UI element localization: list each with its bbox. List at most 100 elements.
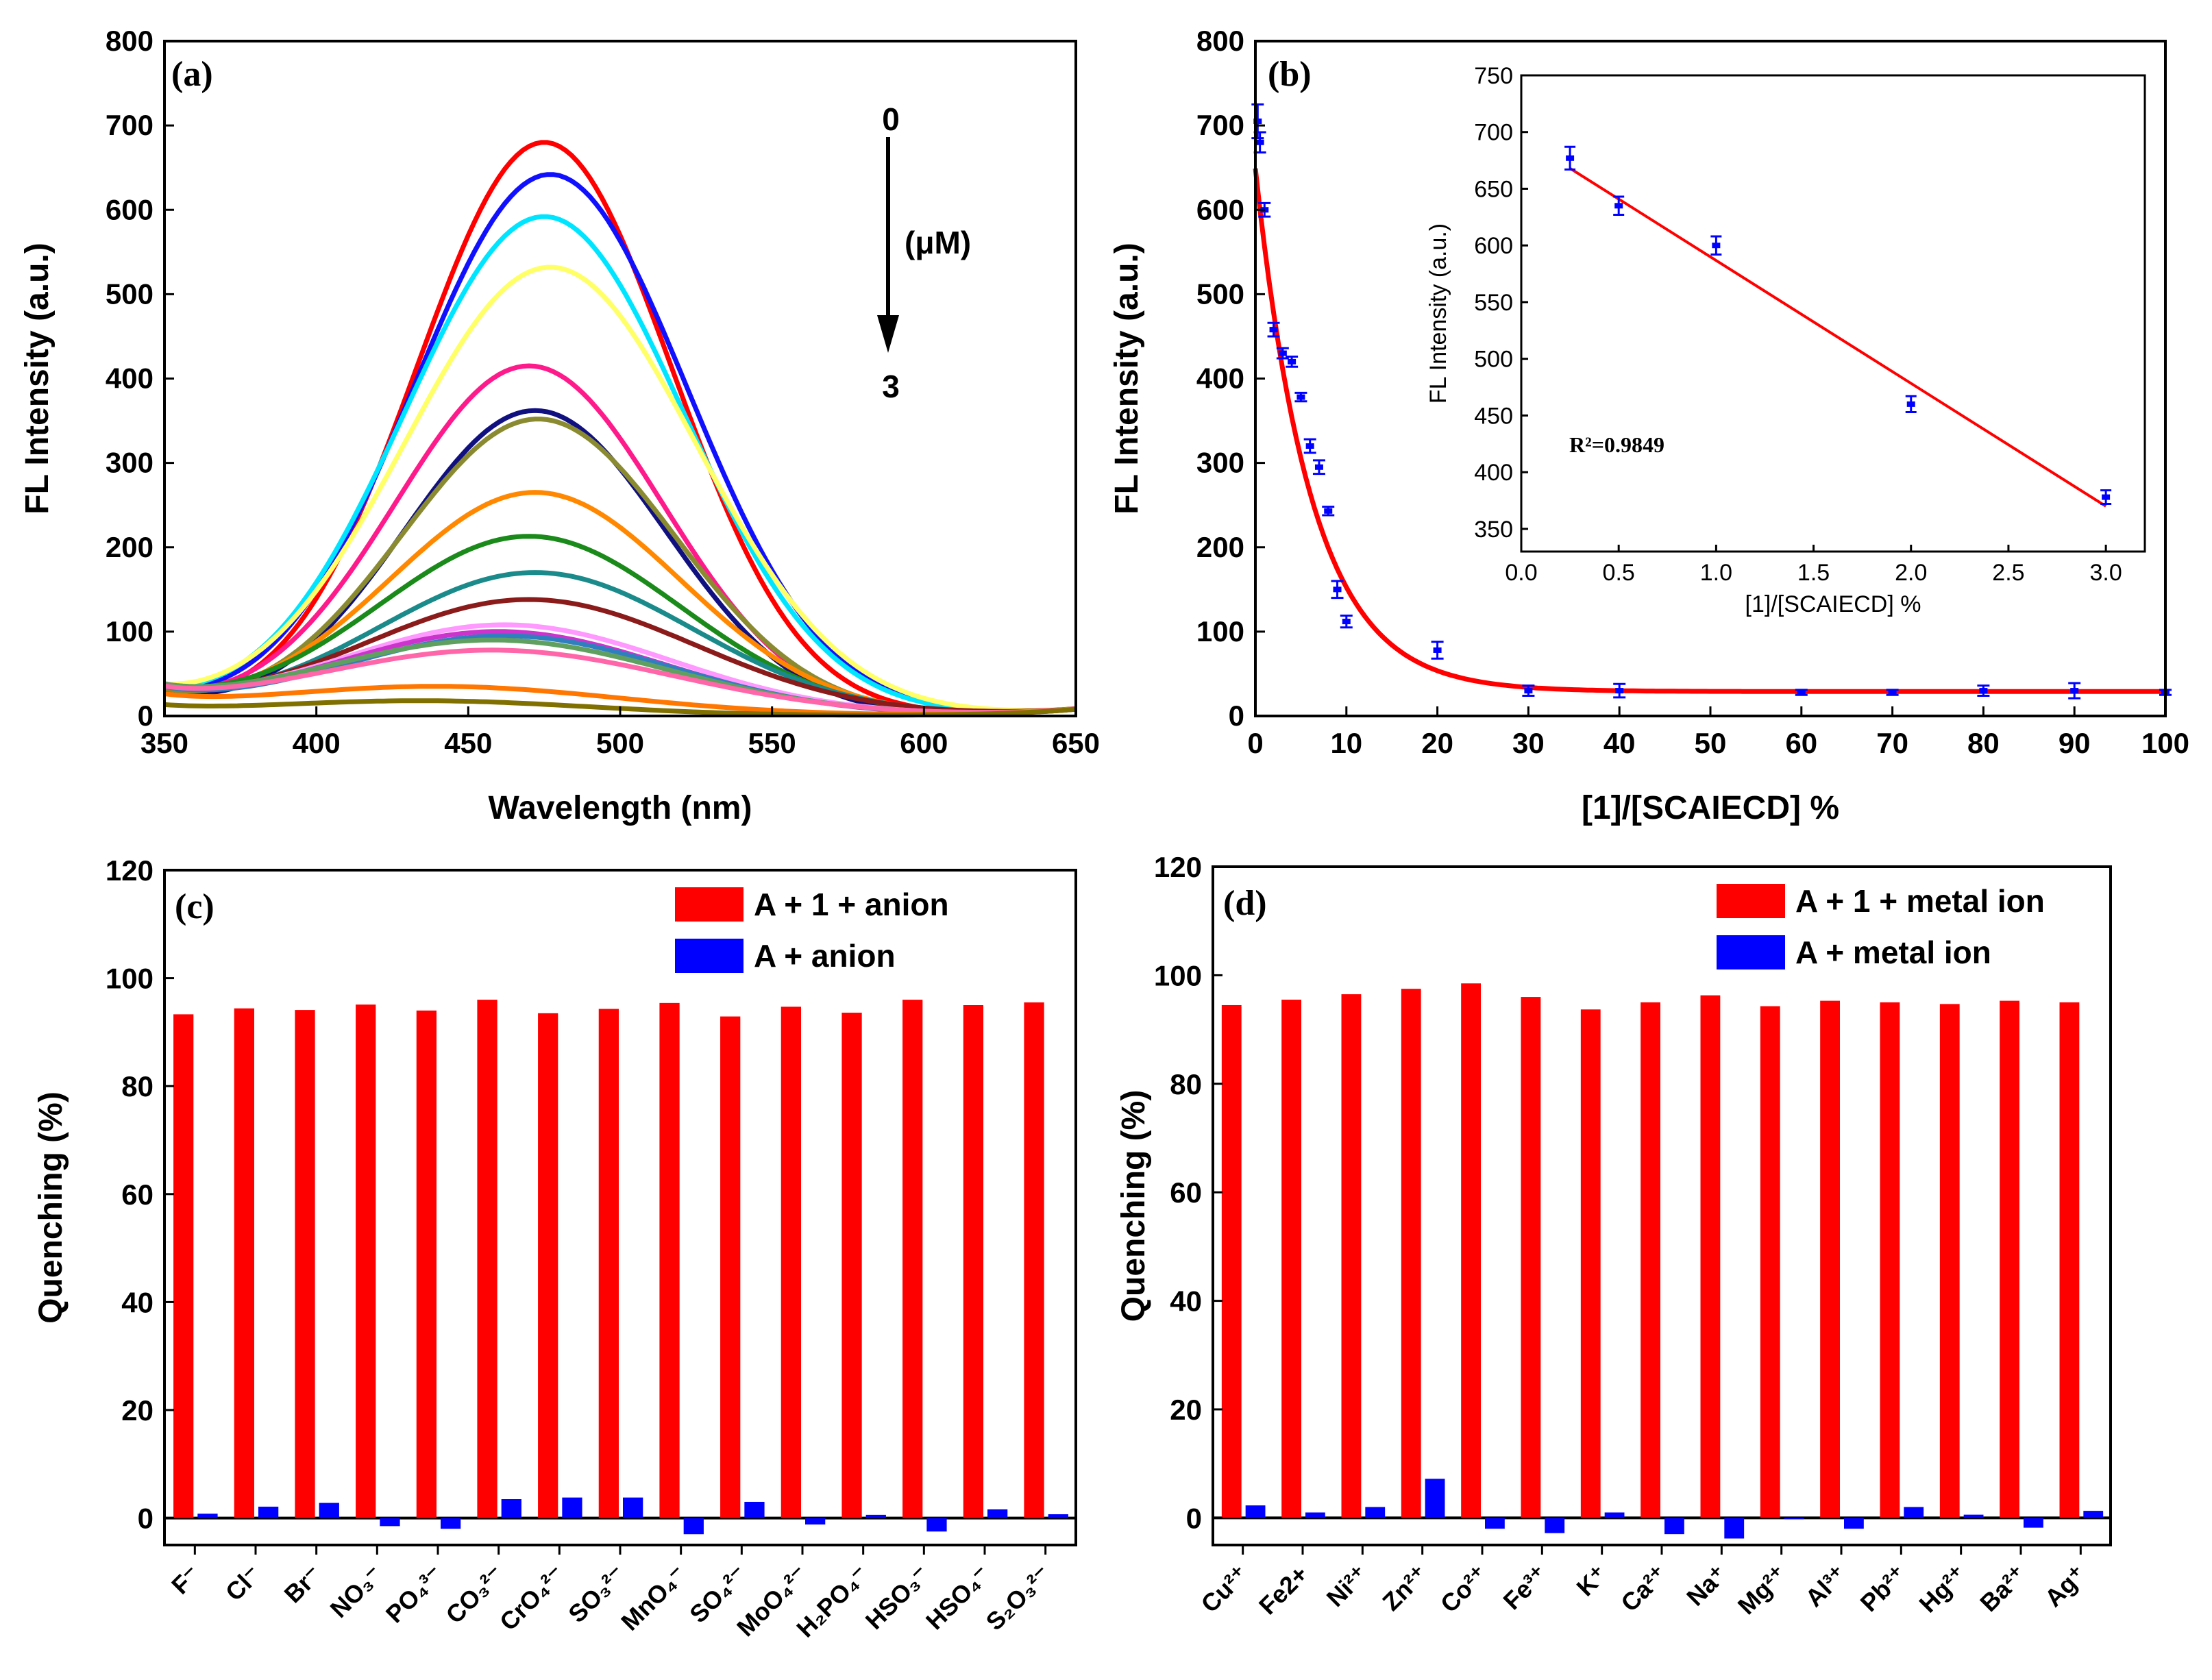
panel-d-bar-red [1580, 1009, 1601, 1518]
panel-d-bar-blue [1784, 1518, 1804, 1520]
panel-a-label: (a) [171, 55, 213, 94]
panel-d-ytick-label: 100 [1154, 959, 1202, 991]
panel-c-ytick-label: 120 [106, 854, 153, 887]
panel-a-ytick-label: 400 [106, 362, 153, 395]
panel-d-legend-swatch-red [1717, 884, 1785, 918]
arrow-start-label: 0 [882, 101, 900, 137]
panel-c-bar-red [1024, 1002, 1044, 1518]
data-point [1255, 139, 1264, 145]
panel-d-bar-blue [1245, 1505, 1266, 1518]
panel-d-category-label: Hg²⁺ [1913, 1560, 1971, 1618]
panel-d-ytick-label: 40 [1170, 1285, 1202, 1318]
panel-c-bar-blue [683, 1518, 704, 1535]
panel-a-ytick-label: 300 [106, 447, 153, 479]
panel-c-category-label: Br⁻ [279, 1560, 328, 1609]
panel-d-category-label: K⁺ [1571, 1560, 1613, 1602]
panel-d-bar-blue [2083, 1511, 2104, 1518]
panel-d-category-label: Ca²⁺ [1615, 1560, 1672, 1617]
panel-c-bar-blue [562, 1497, 582, 1518]
panel-d-bar-red [1760, 1006, 1780, 1518]
inset-xtick-label: 1.5 [1797, 560, 1830, 586]
concentration-arrow-head [877, 315, 899, 353]
inset-ytick-label: 400 [1474, 460, 1513, 486]
panel-d-category-label: Co²⁺ [1435, 1560, 1493, 1618]
panel-c-legend-label-blue: A + anion [754, 938, 896, 974]
panel-d-category-label: Ag⁺ [2039, 1560, 2091, 1612]
panel-c-bar-red [416, 1010, 437, 1518]
panel-a-xtick-label: 450 [444, 727, 492, 759]
data-point [1297, 394, 1305, 400]
inset-xlabel: [1]/[SCAIECD] % [1745, 591, 1921, 617]
panel-a-xtick-label: 650 [1052, 727, 1100, 759]
panel-a-xtick-label: 600 [900, 727, 948, 759]
panel-c-legend-label-red: A + 1 + anion [754, 887, 949, 922]
data-point [1305, 443, 1314, 449]
panel-c-bar-red [781, 1006, 801, 1518]
panel-d-bar-red [1341, 994, 1362, 1518]
panel-d-bar-red [2000, 1000, 2019, 1518]
decay-fit-curve [1253, 168, 2165, 694]
inset-ytick-label: 600 [1474, 233, 1513, 259]
inset-ytick-label: 550 [1474, 290, 1513, 316]
panel-c-bar-red [538, 1013, 558, 1518]
panel-c-bar-blue [380, 1518, 400, 1527]
panel-b-ytick-label: 300 [1196, 447, 1244, 479]
panel-d-bar-red [1521, 997, 1541, 1518]
panel-d-bar-red [1939, 1004, 1960, 1518]
panel-a-ytick-label: 800 [106, 25, 153, 57]
panel-d-bar-red [1461, 983, 1481, 1518]
panel-d-bar-red [1700, 995, 1721, 1518]
panel-c-bar-red [720, 1016, 741, 1518]
data-point [1797, 689, 1806, 695]
inset-ytick-label: 500 [1474, 347, 1513, 373]
panel-b-xtick-label: 20 [1421, 727, 1453, 759]
panel-c-bar-blue [865, 1514, 886, 1518]
panel-a-ytick-label: 200 [106, 531, 153, 563]
panel-d-bar-red [1281, 1000, 1301, 1518]
panel-d-bar-blue [1425, 1479, 1445, 1518]
panel-b-xtick-label: 90 [2059, 727, 2091, 759]
panel-d-category-label: Zn²⁺ [1377, 1560, 1433, 1616]
panel-d-bar-blue [1365, 1507, 1386, 1518]
panel-b-xtick-label: 0 [1247, 727, 1263, 759]
panel-c-bar-red [598, 1009, 619, 1518]
panel-d-bar-blue [1664, 1518, 1684, 1535]
inset-r2-label: R²=0.9849 [1569, 432, 1664, 457]
data-point [1433, 647, 1442, 653]
panel-d-bar-blue [1305, 1512, 1325, 1518]
data-point [1278, 350, 1287, 356]
panel-a-ytick-label: 500 [106, 277, 153, 310]
panel-b-ytick-label: 0 [1229, 700, 1244, 732]
panel-b-xlabel: [1]/[SCAIECD] % [1582, 790, 1839, 826]
inset-ytick-label: 350 [1474, 517, 1513, 543]
inset-xtick-label: 1.0 [1700, 560, 1732, 586]
panel-d-bar-red [1401, 989, 1421, 1518]
panel-b-ytick-label: 500 [1196, 277, 1244, 310]
panel-c-category-label: MnO₄⁻ [615, 1560, 691, 1636]
inset-xtick-label: 2.0 [1895, 560, 1927, 586]
panel-c-category-label: F⁻ [166, 1560, 206, 1600]
panel-a-xtick-label: 350 [140, 727, 188, 759]
panel-d-category-label: Ni²⁺ [1321, 1560, 1373, 1612]
panel-d-bar-red [1221, 1004, 1242, 1518]
inset-xtick-label: 0.0 [1505, 560, 1537, 586]
panel-d-bar-blue [1844, 1518, 1864, 1529]
panel-c-category-label: Cl⁻ [220, 1560, 267, 1607]
panel-d: Cu²⁺ Fe2+ Ni²⁺ Zn²⁺ Co²⁺ Fe³⁺ K⁺ Ca²⁺ Na⁺ Mg²⁺ Al³… [1116, 851, 2112, 1620]
panel-d-category-label: Fe³⁺ [1497, 1560, 1553, 1616]
panel-b-label: (b) [1268, 55, 1312, 94]
panel-c-bar-red [963, 1005, 983, 1518]
panel-c-bar-red [477, 1000, 497, 1518]
data-point [1269, 327, 1278, 333]
panel-d-bar-blue [2024, 1518, 2043, 1528]
panel-c-ytick-label: 0 [138, 1503, 153, 1535]
panel-a-ylabel: FL Intensity (a.u.) [19, 243, 56, 514]
panel-c-category-label: CrO₄²⁻ [494, 1560, 570, 1636]
data-point [1342, 619, 1351, 625]
panel-c-bar-blue [744, 1501, 765, 1518]
panel-d-bar-blue [1904, 1507, 1924, 1518]
panel-d-label: (d) [1223, 884, 1267, 923]
panel-b-ytick-label: 600 [1196, 193, 1244, 225]
panel-a-xtick-label: 400 [293, 727, 341, 759]
